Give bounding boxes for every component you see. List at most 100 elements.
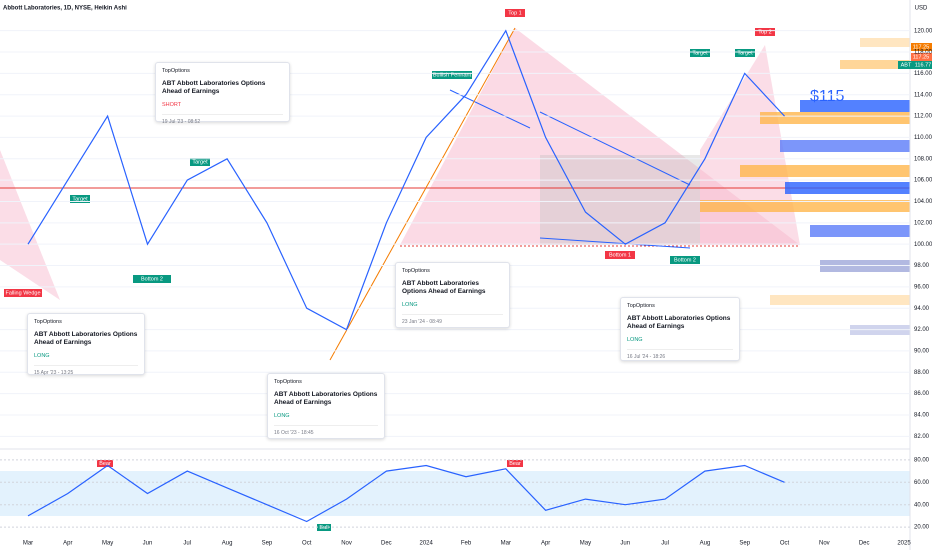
volume-profile: [700, 38, 910, 335]
price-tag-label: ABT: [901, 62, 912, 68]
price-tag: [911, 53, 932, 61]
currency: USD: [915, 6, 928, 12]
annotation: Target: [692, 50, 708, 56]
card-brand: TopOptions: [162, 68, 190, 74]
idea-card[interactable]: TopOptions ABT Abbott Laboratories Optio…: [27, 313, 145, 376]
price-tag-label: 117.25: [913, 44, 929, 50]
x-tick-label: Sep: [262, 541, 273, 547]
trend-line: [539, 111, 691, 186]
idea-card[interactable]: TopOptions ABT Abbott Laboratories Optio…: [267, 373, 385, 439]
x-tick-label: 2025: [897, 541, 911, 547]
trend-line: [329, 27, 516, 361]
x-tick-label: May: [580, 541, 591, 547]
y-tick-label: 84.00: [914, 413, 930, 419]
x-tick-label: Nov: [341, 541, 352, 547]
y-tick-label: 86.00: [914, 391, 930, 397]
y-tick-label: 102.00: [914, 220, 932, 226]
y-tick-label: 80.00: [914, 457, 930, 463]
y-tick-label: 82.00: [914, 434, 930, 440]
x-tick-label: Aug: [700, 541, 711, 547]
price-line: [27, 29, 785, 331]
x-tick-label: Nov: [819, 541, 830, 547]
annotation: Bottom 1: [609, 252, 631, 258]
x-tick-label: 2024: [420, 541, 434, 547]
card-tag: SHORT: [162, 102, 182, 108]
label-box: [690, 49, 710, 57]
y-tick-label: 40.00: [914, 502, 930, 508]
annotation: Bear: [99, 461, 111, 467]
label-box: [432, 71, 472, 79]
y-tick-label: 106.00: [914, 178, 932, 184]
annotation: Bottom 2: [674, 257, 696, 263]
y-tick-label: 118.00: [914, 50, 932, 56]
idea-card[interactable]: TopOptions ABT Abbott Laboratories Optio…: [395, 262, 510, 328]
annotation: Top 2: [758, 29, 771, 35]
card-date: 16 Oct '23 - 18:45: [274, 425, 378, 436]
label-box: [670, 256, 700, 264]
rsi-line: [27, 464, 785, 523]
annotation: Falling Wedge: [5, 290, 40, 296]
x-tick-label: Jun: [143, 541, 153, 547]
label-box: [4, 289, 42, 297]
annotation: Bullish Pennant: [433, 72, 472, 78]
x-tick-label: May: [102, 541, 113, 547]
label-box: [735, 49, 755, 57]
y-tick-label: 88.00: [914, 370, 930, 376]
x-tick-label: Mar: [23, 541, 33, 547]
chart-title: Abbott Laboratories, 1D, NYSE, Heikin As…: [3, 6, 127, 12]
card-date: 19 Jul '23 - 08:52: [162, 114, 283, 125]
y-tick-label: 114.00: [914, 92, 932, 98]
rsi-band: [0, 471, 910, 516]
annotation: Bear: [509, 461, 521, 467]
price-tag: [898, 61, 932, 69]
x-tick-label: Aug: [222, 541, 233, 547]
y-tick-label: 104.00: [914, 199, 932, 205]
price-tag-value: 116.77: [915, 62, 931, 68]
x-tick-label: Dec: [381, 541, 392, 547]
card-date: 16 Jul '24 - 18:26: [627, 349, 733, 360]
label-box: [755, 28, 775, 36]
card-brand: TopOptions: [34, 319, 62, 325]
annotation: Top 1: [508, 10, 521, 16]
annotation: Target: [737, 50, 753, 56]
card-date: 15 Apr '23 - 13:25: [34, 365, 138, 376]
y-tick-label: 96.00: [914, 284, 930, 290]
annotation: Bull: [319, 525, 328, 531]
label-box: [133, 275, 171, 283]
card-tag: LONG: [627, 337, 643, 343]
x-tick-label: Mar: [501, 541, 511, 547]
x-tick-label: Jul: [661, 541, 669, 547]
x-tick-label: Jun: [620, 541, 630, 547]
price-tag: [911, 43, 932, 51]
x-tick-label: Sep: [739, 541, 750, 547]
idea-card[interactable]: TopOptions ABT Abbott Laboratories Optio…: [155, 62, 290, 125]
y-tick-label: 92.00: [914, 327, 930, 333]
label-box: [605, 251, 635, 259]
y-tick-label: 120.00: [914, 28, 932, 34]
price-tag-label: 117.25: [913, 54, 929, 60]
annotation: Bottom 2: [141, 276, 163, 282]
y-tick-label: 110.00: [914, 135, 932, 141]
card-title: ABT Abbott Laboratories Options Ahead of…: [274, 391, 378, 406]
label-box: [70, 195, 90, 203]
x-tick-label: Feb: [461, 541, 472, 547]
card-title: ABT Abbott Laboratories Options Ahead of…: [34, 331, 138, 346]
y-tick-label: 112.00: [914, 114, 932, 120]
card-brand: TopOptions: [402, 268, 430, 274]
annotations: Falling Wedge Target Bottom 2 Target Tar…: [4, 9, 845, 531]
x-tick-label: Apr: [63, 541, 72, 547]
y-tick-label: 98.00: [914, 263, 930, 269]
idea-card[interactable]: TopOptions ABT Abbott Laboratories Optio…: [620, 297, 740, 361]
label-box: [97, 460, 113, 467]
y-tick-label: 60.00: [914, 480, 930, 486]
y-tick-label: 108.00: [914, 156, 932, 162]
pattern-area: [540, 155, 700, 245]
label-box: [507, 460, 523, 467]
y-tick-label: 20.00: [914, 525, 930, 531]
annotation: $115: [810, 88, 845, 105]
card-tag: LONG: [402, 302, 418, 308]
card-date: 23 Jan '24 - 08:49: [402, 314, 503, 325]
pattern-area: [700, 45, 800, 245]
x-tick-label: Oct: [780, 541, 790, 547]
